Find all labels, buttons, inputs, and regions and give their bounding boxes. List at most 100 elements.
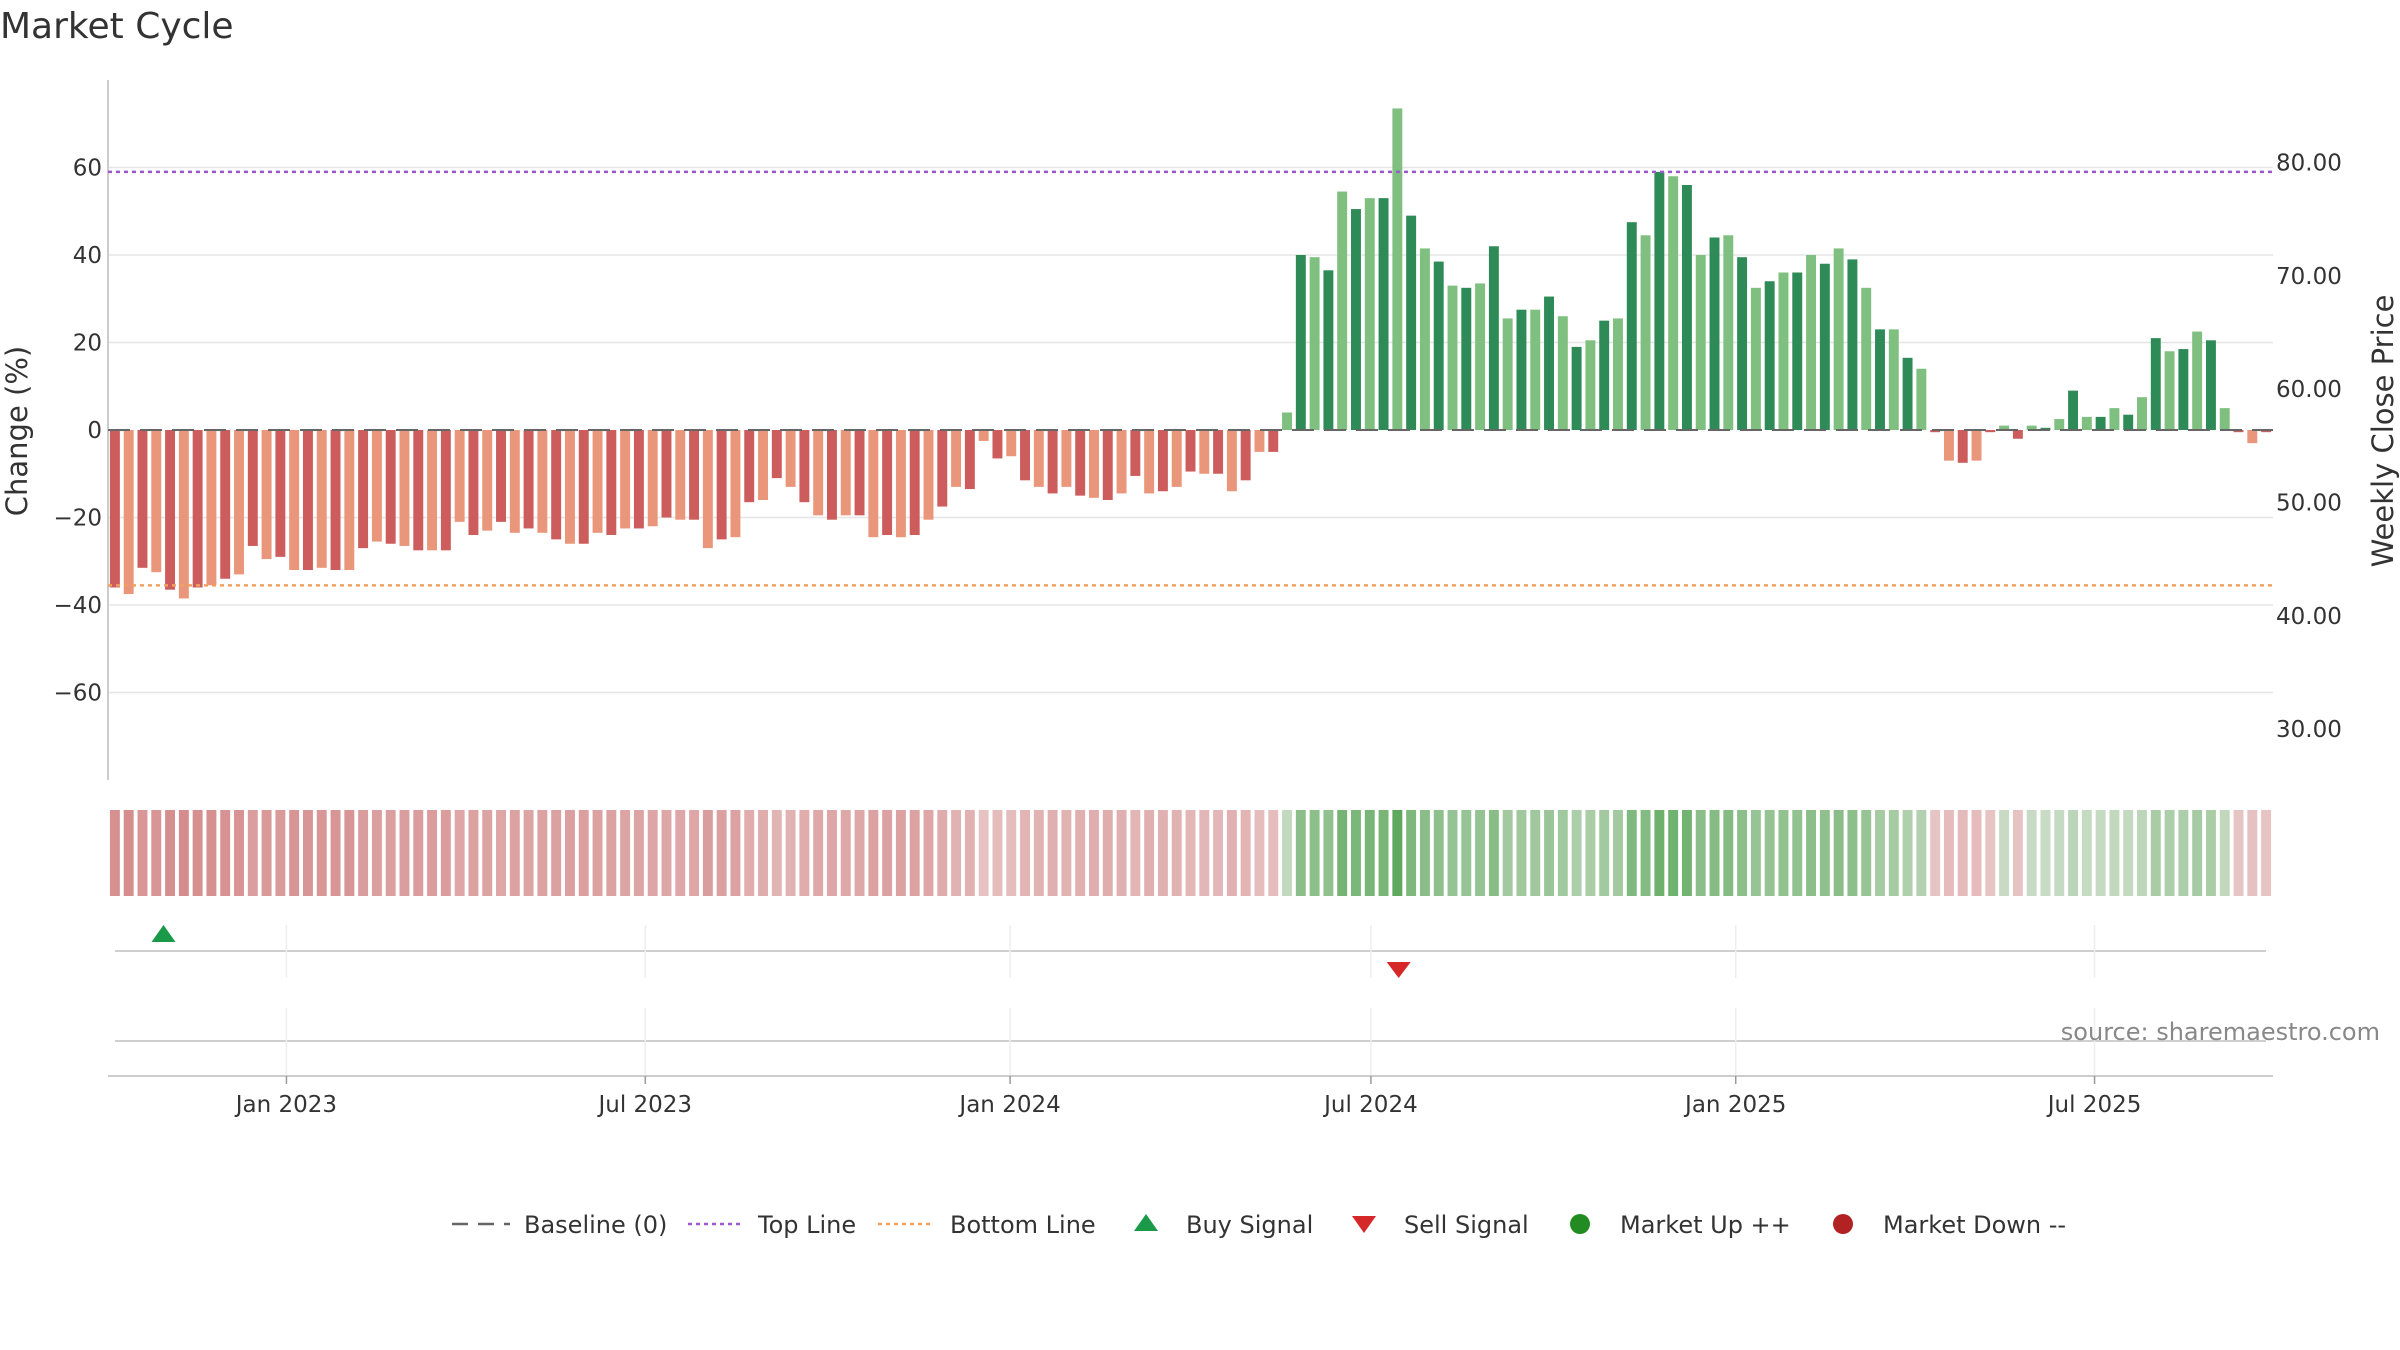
change-bars	[109, 108, 2272, 599]
change-bar	[1681, 185, 1692, 430]
change-bar	[1419, 248, 1430, 430]
state-cell	[1488, 810, 1499, 896]
change-bar	[385, 430, 396, 544]
change-bar	[1240, 430, 1251, 481]
state-cell	[1723, 810, 1734, 896]
state-cell	[1157, 810, 1168, 896]
state-cell	[165, 810, 176, 896]
change-bar	[1516, 309, 1527, 430]
change-bar	[1295, 255, 1306, 430]
change-bar	[1847, 259, 1858, 431]
state-cell	[2247, 810, 2258, 896]
change-bar	[1888, 329, 1899, 430]
right-tick-label: 30.00	[2276, 717, 2342, 743]
state-cell	[399, 810, 410, 896]
change-bar	[716, 430, 727, 540]
change-bar	[178, 430, 189, 599]
change-bar	[1502, 318, 1513, 430]
state-cell	[1902, 810, 1913, 896]
state-cell	[2164, 810, 2175, 896]
state-cell	[371, 810, 382, 896]
change-bar	[758, 430, 768, 500]
change-bar	[1971, 430, 1982, 461]
x-tick-label: Jan 2025	[1683, 1092, 1786, 1118]
state-cell	[1640, 810, 1651, 896]
state-cell	[1020, 810, 1030, 896]
change-bar	[813, 430, 824, 516]
state-cell	[1833, 810, 1844, 896]
state-cell	[109, 810, 120, 896]
change-bar	[1309, 257, 1320, 430]
change-bar	[289, 430, 300, 570]
change-bar	[1957, 430, 1968, 463]
state-cell	[606, 810, 617, 896]
state-cell	[1033, 810, 1044, 896]
state-cell	[1475, 810, 1486, 896]
change-bar	[1226, 430, 1237, 492]
change-bar	[2164, 351, 2175, 430]
state-cell	[854, 810, 865, 896]
right-y-axis-title: Weekly Close Price	[2366, 295, 2400, 568]
state-cell	[1681, 810, 1692, 896]
change-bar	[592, 430, 603, 533]
state-cell	[2123, 810, 2134, 896]
change-bar	[1861, 287, 1872, 430]
change-bar	[206, 430, 217, 586]
state-cell	[1530, 810, 1541, 896]
state-cell	[537, 810, 548, 896]
change-bar	[2192, 331, 2203, 430]
change-bar	[2026, 425, 2037, 431]
change-bar	[413, 430, 424, 551]
state-cell	[1571, 810, 1582, 896]
state-cell	[2026, 810, 2037, 896]
state-cell	[730, 810, 741, 896]
x-tick-label: Jul 2023	[596, 1092, 692, 1118]
change-bar	[2123, 414, 2134, 430]
change-bar	[1654, 171, 1665, 431]
legend-market-down-swatch	[1833, 1214, 1853, 1234]
change-bar	[964, 430, 975, 490]
change-bar	[468, 430, 479, 535]
state-cell	[482, 810, 493, 896]
change-bar	[1199, 430, 1210, 474]
state-cell	[2192, 810, 2203, 896]
change-bar	[165, 430, 176, 590]
change-bar	[771, 430, 782, 479]
change-bar	[302, 430, 313, 570]
left-tick-label: 0	[87, 418, 102, 444]
state-cell	[1943, 810, 1954, 896]
change-bar	[2054, 419, 2065, 430]
change-bar	[2137, 397, 2147, 430]
state-cell	[1185, 810, 1196, 896]
state-cell	[689, 810, 700, 896]
legend: Baseline (0) Top Line Bottom Line Buy Signa…	[452, 1211, 2066, 1239]
change-bar	[1406, 215, 1417, 431]
state-cell	[1599, 810, 1610, 896]
change-bar	[427, 430, 438, 551]
state-cell	[2054, 810, 2065, 896]
change-bar	[220, 430, 231, 579]
state-cell	[827, 810, 837, 896]
change-bar	[1075, 430, 1086, 496]
state-cell	[1364, 810, 1375, 896]
change-bar	[1571, 346, 1582, 431]
state-cell	[1668, 810, 1679, 896]
state-cell	[454, 810, 465, 896]
state-cell	[2178, 810, 2189, 896]
state-cell	[647, 810, 658, 896]
change-bar	[1626, 222, 1637, 430]
state-cell	[1075, 810, 1086, 896]
legend-label: Market Down --	[1883, 1211, 2066, 1239]
state-cell	[330, 810, 341, 896]
change-bar	[316, 430, 327, 568]
state-cell	[1957, 810, 1968, 896]
state-cell	[316, 810, 327, 896]
change-bar	[1089, 430, 1099, 498]
state-cell	[1695, 810, 1706, 896]
state-cell	[1171, 810, 1182, 896]
change-bar	[247, 430, 258, 546]
change-bar	[840, 430, 851, 516]
change-bar	[330, 430, 341, 570]
change-bar	[730, 430, 741, 538]
change-bar	[978, 430, 989, 441]
